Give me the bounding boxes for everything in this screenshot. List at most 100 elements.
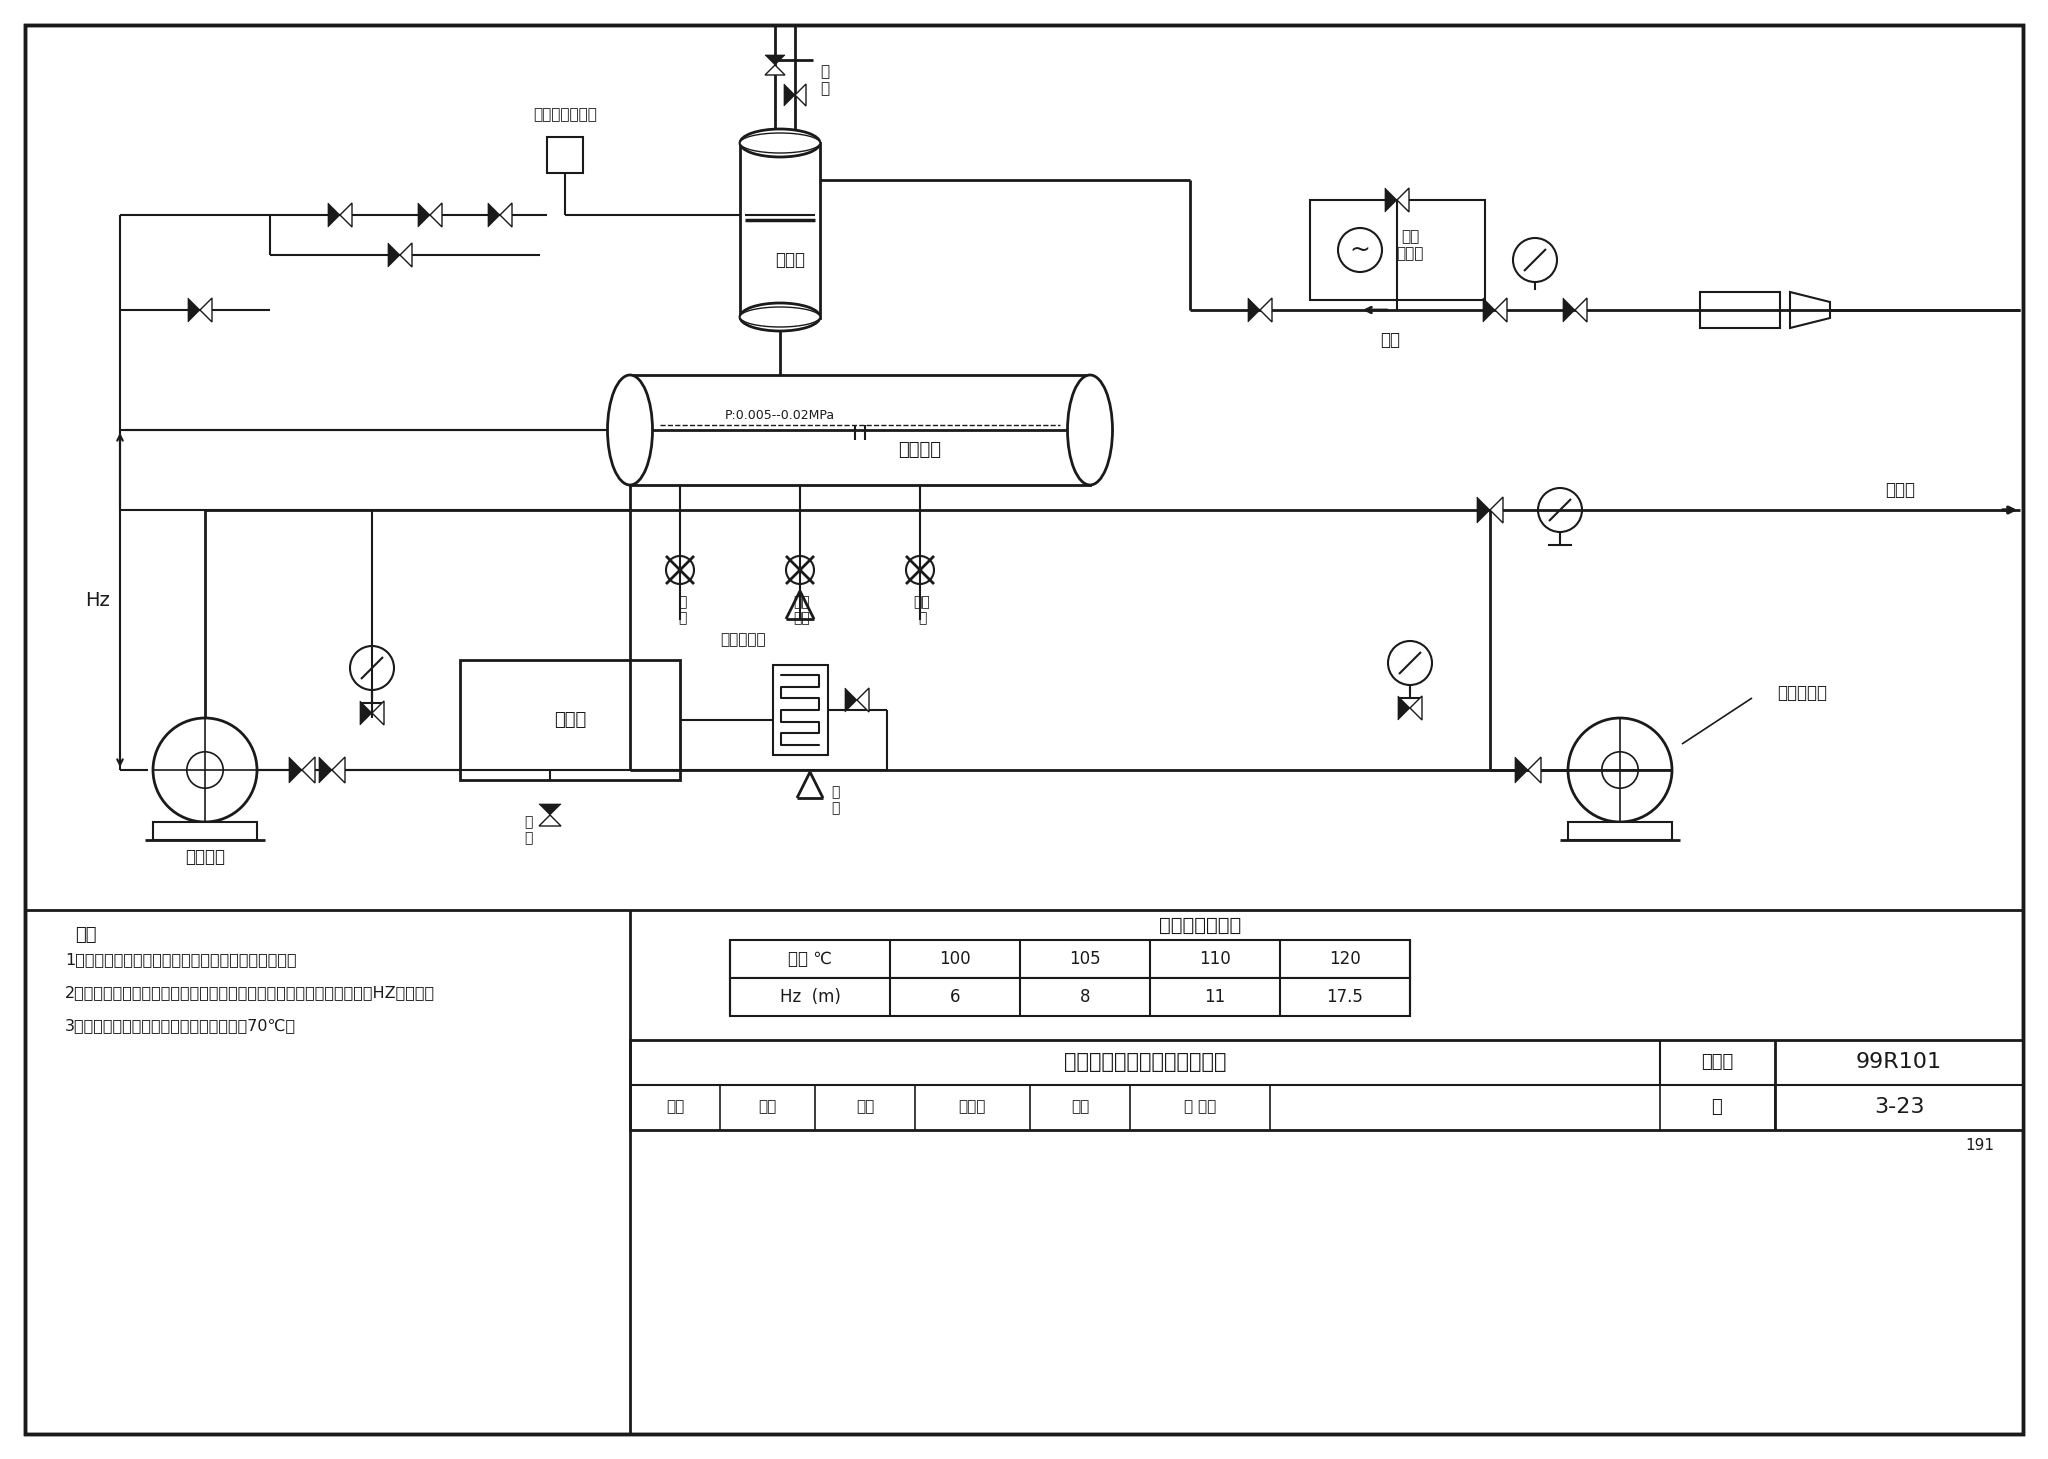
Polygon shape	[201, 298, 213, 322]
Bar	[631, 1040, 2023, 1131]
Circle shape	[350, 646, 393, 690]
Polygon shape	[1495, 298, 1507, 322]
Ellipse shape	[739, 306, 819, 327]
Polygon shape	[539, 804, 561, 816]
Bar	[631, 375, 1090, 484]
Polygon shape	[1399, 696, 1409, 719]
Circle shape	[1602, 751, 1638, 788]
Polygon shape	[766, 55, 784, 66]
Text: 压力
调节阀: 压力 调节阀	[1397, 229, 1423, 261]
Text: 1、为保证水面有蒸汽存在，须将水加热到沸腾温度。: 1、为保证水面有蒸汽存在，须将水加热到沸腾温度。	[66, 953, 297, 967]
Text: 除氧器: 除氧器	[774, 251, 805, 268]
Polygon shape	[1397, 188, 1409, 212]
Bar	[547, 137, 584, 174]
Text: 蒸汽: 蒸汽	[1380, 331, 1401, 349]
Circle shape	[905, 556, 934, 584]
Polygon shape	[1790, 292, 1831, 328]
Text: 3、进入除氧器前给水混合温度一般不低于70℃。: 3、进入除氧器前给水混合温度一般不低于70℃。	[66, 1018, 297, 1033]
Polygon shape	[1477, 498, 1491, 522]
Polygon shape	[1483, 298, 1495, 322]
Ellipse shape	[1067, 375, 1112, 484]
Bar	[729, 940, 1409, 978]
Bar	[154, 821, 256, 840]
Polygon shape	[1575, 298, 1587, 322]
Text: 排
气: 排 气	[821, 64, 829, 96]
Text: 给
水: 给 水	[524, 816, 532, 845]
Text: 191: 191	[1966, 1138, 1995, 1153]
Ellipse shape	[739, 303, 819, 331]
Bar	[1700, 292, 1780, 328]
Text: 页: 页	[1712, 1099, 1722, 1116]
Polygon shape	[1528, 757, 1540, 783]
Text: 辅助
加热: 辅助 加热	[795, 595, 811, 624]
Text: 110: 110	[1200, 950, 1231, 967]
Text: 闫 焕坦: 闫 焕坦	[1184, 1100, 1217, 1115]
Circle shape	[186, 751, 223, 788]
Text: 100: 100	[940, 950, 971, 967]
Circle shape	[1513, 238, 1556, 282]
Polygon shape	[328, 203, 340, 228]
Ellipse shape	[739, 133, 819, 153]
Text: 99R101: 99R101	[1855, 1052, 1942, 1072]
Circle shape	[154, 718, 256, 821]
Text: 除氧
水: 除氧 水	[913, 595, 930, 624]
Text: 11: 11	[1204, 988, 1225, 1007]
Text: 排
污: 排 污	[678, 595, 686, 624]
Polygon shape	[418, 203, 430, 228]
Polygon shape	[430, 203, 442, 228]
Text: 设计: 设计	[1071, 1100, 1090, 1115]
Text: P:0.005--0.02MPa: P:0.005--0.02MPa	[725, 409, 836, 422]
Text: 2、除氧水箱应设在锅炉给水泵上方，其最低水位与水泵中心线之高差值HZ见右表。: 2、除氧水箱应设在锅炉给水泵上方，其最低水位与水泵中心线之高差值HZ见右表。	[66, 985, 434, 1001]
Text: 排
水: 排 水	[831, 785, 840, 816]
Bar	[739, 143, 819, 318]
Circle shape	[1389, 641, 1432, 684]
Text: 锅炉给水泵: 锅炉给水泵	[1778, 684, 1827, 702]
Polygon shape	[340, 203, 352, 228]
Polygon shape	[332, 757, 344, 783]
Polygon shape	[487, 203, 500, 228]
Polygon shape	[301, 757, 315, 783]
Text: ~: ~	[1350, 238, 1370, 263]
Circle shape	[786, 556, 813, 584]
Polygon shape	[289, 757, 301, 783]
Text: 3-23: 3-23	[1874, 1097, 1925, 1118]
Polygon shape	[373, 700, 385, 725]
Polygon shape	[1260, 298, 1272, 322]
Text: 取样冷却器: 取样冷却器	[721, 633, 766, 648]
Ellipse shape	[739, 128, 819, 158]
Text: 注：: 注：	[76, 926, 96, 944]
Ellipse shape	[608, 375, 653, 484]
Text: 水温 ℃: 水温 ℃	[788, 950, 831, 967]
Polygon shape	[795, 85, 807, 107]
Text: 除氧水箱: 除氧水箱	[899, 441, 942, 460]
Circle shape	[666, 556, 694, 584]
Polygon shape	[188, 298, 201, 322]
Text: 审核: 审核	[666, 1100, 684, 1115]
Bar	[461, 659, 680, 781]
Text: 除氧水箱正压头: 除氧水箱正压头	[1159, 915, 1241, 935]
Polygon shape	[856, 689, 868, 712]
Text: Hz: Hz	[86, 591, 111, 610]
Circle shape	[1569, 718, 1671, 821]
Polygon shape	[1516, 757, 1528, 783]
Text: 除氧水泵: 除氧水泵	[184, 848, 225, 867]
Text: 软水箱: 软水箱	[553, 711, 586, 730]
Text: 复查: 复查	[758, 1100, 776, 1115]
Polygon shape	[1563, 298, 1575, 322]
Polygon shape	[539, 816, 561, 826]
Text: 大气式热力喷雾除氧器系统图: 大气式热力喷雾除氧器系统图	[1063, 1052, 1227, 1072]
Text: 8: 8	[1079, 988, 1090, 1007]
Text: 图集号: 图集号	[1702, 1053, 1733, 1071]
Polygon shape	[1409, 696, 1421, 719]
Text: Hz  (m): Hz (m)	[780, 988, 840, 1007]
Text: 6: 6	[950, 988, 961, 1007]
Polygon shape	[360, 700, 373, 725]
Bar	[1569, 821, 1671, 840]
Bar	[1311, 200, 1485, 301]
Polygon shape	[500, 203, 512, 228]
Text: 校对: 校对	[856, 1100, 874, 1115]
Text: 孙松文: 孙松文	[958, 1100, 985, 1115]
Text: 至锅炉: 至锅炉	[1884, 481, 1915, 499]
Text: 液位调节执行器: 液位调节执行器	[532, 108, 596, 123]
Polygon shape	[784, 85, 795, 107]
